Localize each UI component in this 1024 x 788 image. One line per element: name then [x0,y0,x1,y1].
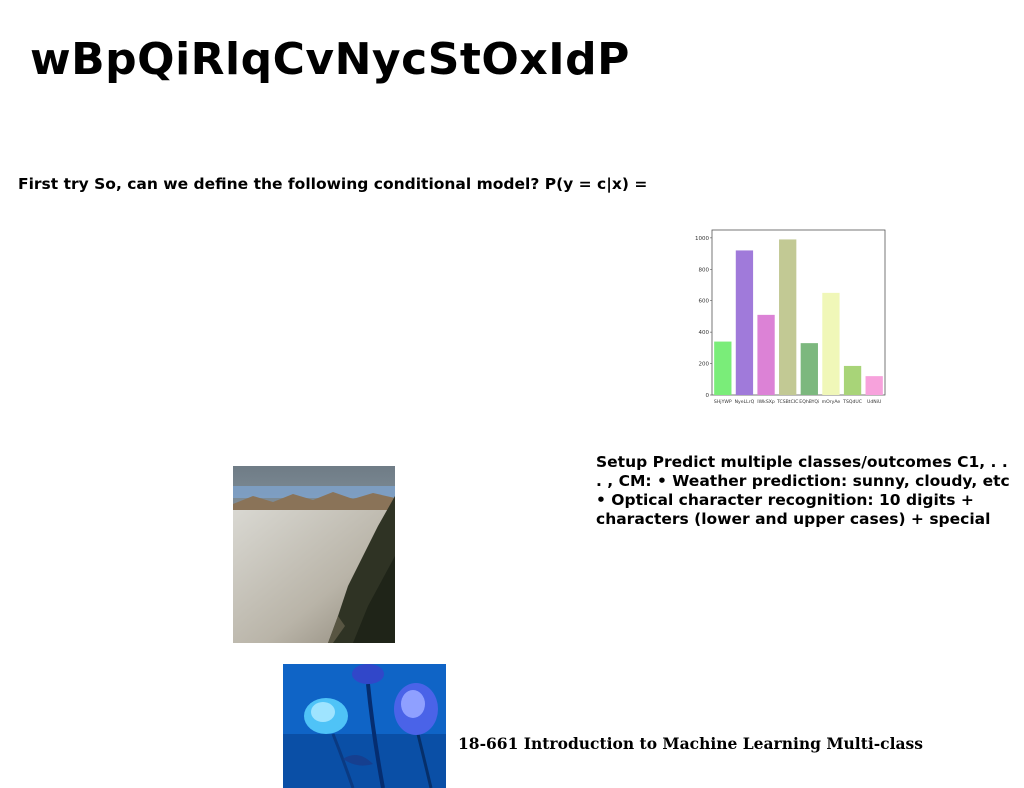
footer-text: 18-661 Introduction to Machine Learning … [458,734,923,753]
bar-SHjYWP [714,341,732,395]
mountain-fog-image [233,466,395,643]
bar-UdNiU [865,376,883,395]
y-tick-label: 1000 [695,236,709,242]
bar-NyeLLrQ [735,250,754,395]
x-tick-label: IWkSXp [757,399,775,405]
bar-chart: 0 200 400 600 800 1000 SHjYWP NyeLLrQ IWkSXp TCSB… [695,229,886,405]
x-tick-label: NyeLLrQ [735,399,755,405]
x-tick-label: TSQdUC [842,399,862,405]
y-tick-label: 200 [699,362,710,368]
intro-text: First try So, can we define the followin… [18,175,648,193]
bar-EQhBYQi [800,343,818,395]
setup-text: Setup Predict multiple classes/outcomes … [596,453,1010,528]
x-tick-label: EQhBYQi [799,399,819,405]
bar-mOryAe [822,292,840,395]
bar-TCSBtCIC [779,239,797,395]
bar-TSQdUC [843,365,862,395]
y-tick-label: 600 [699,299,710,305]
page-title: wBpQiRlqCvNycStOxIdP [30,34,630,85]
y-tick-label: 0 [706,393,710,399]
blue-roses-image [283,664,446,788]
plot-frame [711,229,886,396]
y-tick-label: 800 [699,267,710,273]
x-tick-label: TCSBtCIC [776,399,798,405]
x-tick-label: UdNiU [867,399,881,405]
y-tick-label: 400 [699,330,710,336]
x-tick-label: mOryAe [822,399,841,405]
bar-IWkSXp [757,314,775,395]
x-tick-label: SHjYWP [714,399,732,405]
